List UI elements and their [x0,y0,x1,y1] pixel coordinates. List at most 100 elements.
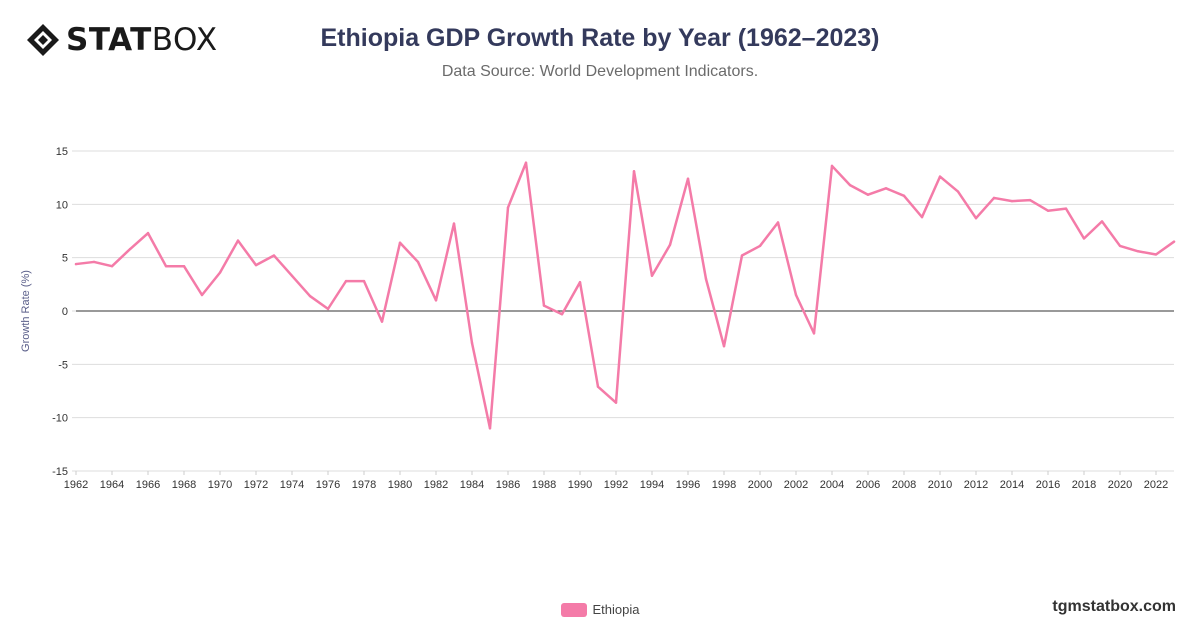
data-point [704,277,708,281]
data-point [686,177,690,180]
data-point [848,183,852,187]
x-tick-label: 1972 [244,479,268,491]
data-point [1028,198,1032,202]
data-point [416,260,420,264]
x-tick-label: 1970 [208,479,232,491]
data-point [992,196,996,200]
data-point [776,221,780,224]
data-point [200,293,204,297]
x-tick-label: 1984 [460,479,484,491]
y-tick-label: 5 [62,253,68,265]
logo-text-bold: STAT [66,22,152,58]
data-point [1118,244,1122,248]
y-tick-label: 10 [56,199,68,211]
data-point [488,427,492,430]
x-tick-label: 1992 [604,479,628,491]
data-point [344,279,348,283]
y-tick-label: -10 [52,413,68,425]
x-tick-label: 1978 [352,479,376,491]
data-point [830,164,834,168]
x-tick-label: 1998 [712,479,736,491]
data-point [362,279,366,283]
x-tick-label: 2016 [1036,479,1060,491]
data-point [812,332,816,335]
data-point [74,262,78,266]
data-point [650,274,654,277]
x-tick-label: 2014 [1000,479,1024,491]
x-tick-label: 1974 [280,479,304,491]
data-point [182,265,186,268]
data-point [1046,209,1050,212]
data-point [920,215,924,219]
x-tick-label: 2008 [892,479,916,491]
data-point [236,239,240,242]
series-line-ethiopia [74,161,1176,430]
data-point [542,304,546,307]
x-tick-label: 1968 [172,479,196,491]
data-point [1064,207,1068,210]
data-point [254,263,258,267]
data-point [434,299,438,302]
x-tick-label: 1988 [532,479,556,491]
data-point [1100,220,1104,223]
y-tick-label: -15 [52,466,68,478]
statbox-logo[interactable]: STATBOX [26,22,218,58]
x-tick-label: 1986 [496,479,520,491]
data-point [632,170,636,173]
x-tick-label: 2000 [748,479,772,491]
data-point [308,294,312,298]
data-point [974,217,978,220]
x-tick-label: 1994 [640,479,664,491]
data-point [146,231,150,235]
data-point [398,241,402,244]
data-point [380,320,384,323]
data-point [1082,237,1086,240]
x-tick-label: 2020 [1108,479,1132,491]
data-point [524,161,528,164]
logo-wordmark: STATBOX [66,22,218,58]
data-point [272,254,276,257]
x-tick-label: 1962 [64,479,88,491]
data-point [506,206,510,209]
data-point [938,175,942,178]
data-point [560,313,564,316]
data-point [668,243,672,247]
data-point [794,293,798,297]
chart-title: Ethiopia GDP Growth Rate by Year (1962–2… [320,24,880,52]
x-tick-label: 1966 [136,479,160,491]
x-tick-label: 2022 [1144,479,1168,491]
x-tick-label: 2004 [820,479,844,491]
legend-swatch [560,602,587,617]
x-tick-label: 1976 [316,479,340,491]
data-point [758,244,762,248]
data-point [1172,240,1176,243]
data-point [110,265,114,268]
x-tick-label: 1980 [388,479,412,491]
x-tick-label: 2018 [1072,479,1096,491]
x-tick-label: 2002 [784,479,808,491]
data-point [884,187,888,190]
data-point [326,307,330,311]
data-point [596,385,600,388]
y-tick-label: 15 [56,146,68,158]
x-tick-label: 2012 [964,479,988,491]
data-point [902,194,906,197]
data-point [92,260,96,264]
data-point [866,193,870,196]
logo-text-light: BOX [151,22,218,58]
data-point [470,341,474,345]
diamond-logo-icon [27,24,59,56]
legend[interactable]: Ethiopia [0,602,1200,617]
data-point [290,274,294,277]
x-tick-label: 1990 [568,479,592,491]
x-tick-label: 1964 [100,479,124,491]
data-point [740,254,744,257]
data-point [128,247,132,251]
legend-label: Ethiopia [592,602,640,617]
data-point [1154,253,1158,256]
x-tick-label: 2006 [856,479,880,491]
x-tick-label: 2010 [928,479,952,491]
watermark: tgmstatbox.com [1052,598,1176,615]
y-tick-label: 0 [62,306,68,318]
